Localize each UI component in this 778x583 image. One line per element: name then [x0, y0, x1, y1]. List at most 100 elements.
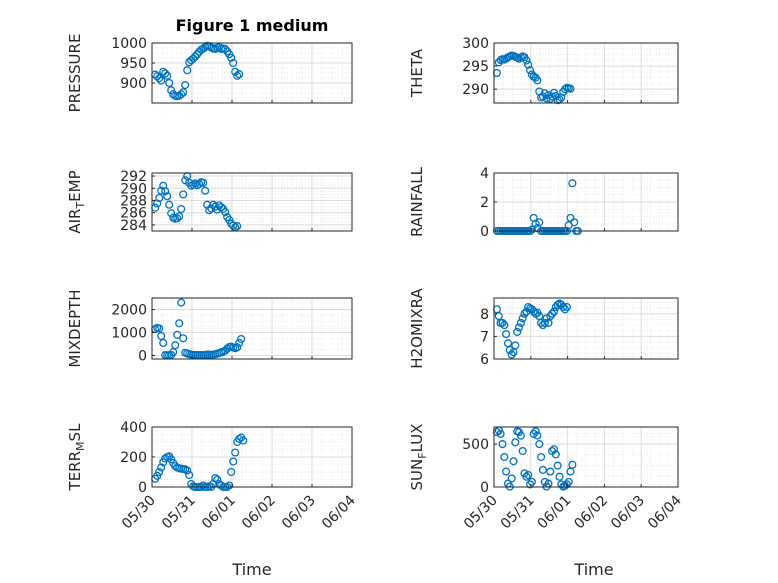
data-series: [151, 172, 242, 232]
data-point: [564, 477, 573, 486]
data-point: [568, 460, 577, 469]
y-tick-label: 900: [120, 76, 147, 92]
data-point: [502, 330, 511, 339]
data-point: [191, 52, 200, 61]
data-point: [551, 450, 560, 459]
data-point: [527, 225, 536, 234]
data-point: [229, 221, 238, 230]
data-point: [201, 186, 210, 195]
data-point: [231, 67, 240, 76]
subplot-6: 8 7 6 H2OMIXRA: [408, 288, 679, 369]
axes-frame: [151, 42, 353, 104]
data-point: [520, 309, 529, 318]
data-point: [165, 200, 174, 209]
y-label-rest: SL: [66, 423, 84, 442]
data-point: [507, 350, 516, 359]
data-point: [175, 319, 184, 328]
data-point: [546, 467, 555, 476]
y-label-main: TERR: [66, 451, 84, 492]
data-point: [173, 330, 182, 339]
data-series: [151, 41, 244, 101]
y-axis-label: AIRTEMP: [66, 170, 87, 233]
data-point: [159, 338, 168, 347]
data-point: [177, 298, 186, 307]
data-point: [507, 474, 516, 483]
data-point: [566, 84, 575, 93]
figure-title: Figure 1 medium: [176, 16, 329, 35]
data-point: [538, 465, 547, 474]
data-point: [533, 431, 542, 440]
y-tick-label: 290: [120, 181, 147, 197]
data-point: [155, 193, 164, 203]
data-point: [179, 190, 188, 199]
data-point: [173, 214, 182, 223]
data-point: [533, 76, 542, 85]
y-axis-label: PRESSURE: [66, 34, 84, 113]
data-point: [227, 53, 236, 62]
data-point: [227, 467, 236, 477]
data-point: [223, 344, 232, 353]
y-tick-label: 295: [462, 59, 489, 75]
y-label-subscript: M: [74, 441, 87, 451]
data-point: [153, 72, 162, 81]
data-point: [537, 452, 546, 462]
y-axis-label: MIXDEPTH: [66, 289, 84, 367]
data-point: [529, 307, 538, 316]
y-tick-label: 8: [480, 307, 489, 323]
data-series: [492, 51, 575, 105]
y-tick-label: 0: [138, 349, 147, 365]
data-point: [167, 209, 176, 218]
data-point: [233, 71, 242, 80]
data-point: [155, 467, 164, 477]
data-point: [213, 475, 222, 484]
data-point: [557, 93, 566, 102]
data-point: [531, 427, 540, 436]
data-point: [233, 222, 242, 231]
y-axis-label: H2OMIXRA: [408, 288, 426, 369]
data-point: [516, 318, 525, 327]
data-point: [500, 452, 509, 462]
y-label-rest: EMP: [66, 170, 84, 201]
data-series: [492, 426, 577, 491]
data-point: [570, 218, 579, 227]
data-point: [199, 481, 208, 490]
data-point: [526, 66, 535, 75]
data-point: [161, 187, 170, 196]
data-point: [518, 446, 527, 456]
subplot-4: 4 2 0 RAINFALL: [408, 166, 679, 240]
y-tick-label: 1000: [111, 326, 147, 342]
data-point: [225, 481, 234, 490]
data-point: [211, 473, 220, 483]
data-series: [151, 433, 248, 492]
data-point: [513, 327, 522, 336]
data-point: [496, 429, 505, 438]
data-point: [181, 80, 190, 90]
data-point: [498, 440, 507, 449]
data-point: [179, 334, 188, 343]
y-tick-label: 950: [120, 56, 147, 72]
data-point: [163, 71, 172, 80]
data-point: [509, 457, 518, 466]
data-point: [233, 343, 242, 352]
data-point: [237, 334, 246, 344]
data-point: [199, 178, 208, 187]
y-tick-label: 2000: [111, 303, 147, 319]
data-point: [229, 58, 238, 68]
data-point: [205, 206, 214, 215]
data-point: [179, 88, 188, 97]
y-tick-label: 4: [480, 166, 489, 182]
data-point: [177, 90, 186, 99]
data-point: [235, 338, 244, 347]
data-point: [511, 438, 520, 447]
data-point: [181, 176, 190, 185]
data-point: [221, 44, 230, 54]
y-tick-label: 0: [480, 224, 489, 240]
data-point: [559, 302, 568, 312]
data-point: [161, 454, 170, 463]
data-point: [549, 307, 559, 316]
x-axis-label-left: Time: [231, 560, 271, 579]
y-label-main: AIR: [66, 209, 84, 234]
data-point: [157, 186, 166, 195]
